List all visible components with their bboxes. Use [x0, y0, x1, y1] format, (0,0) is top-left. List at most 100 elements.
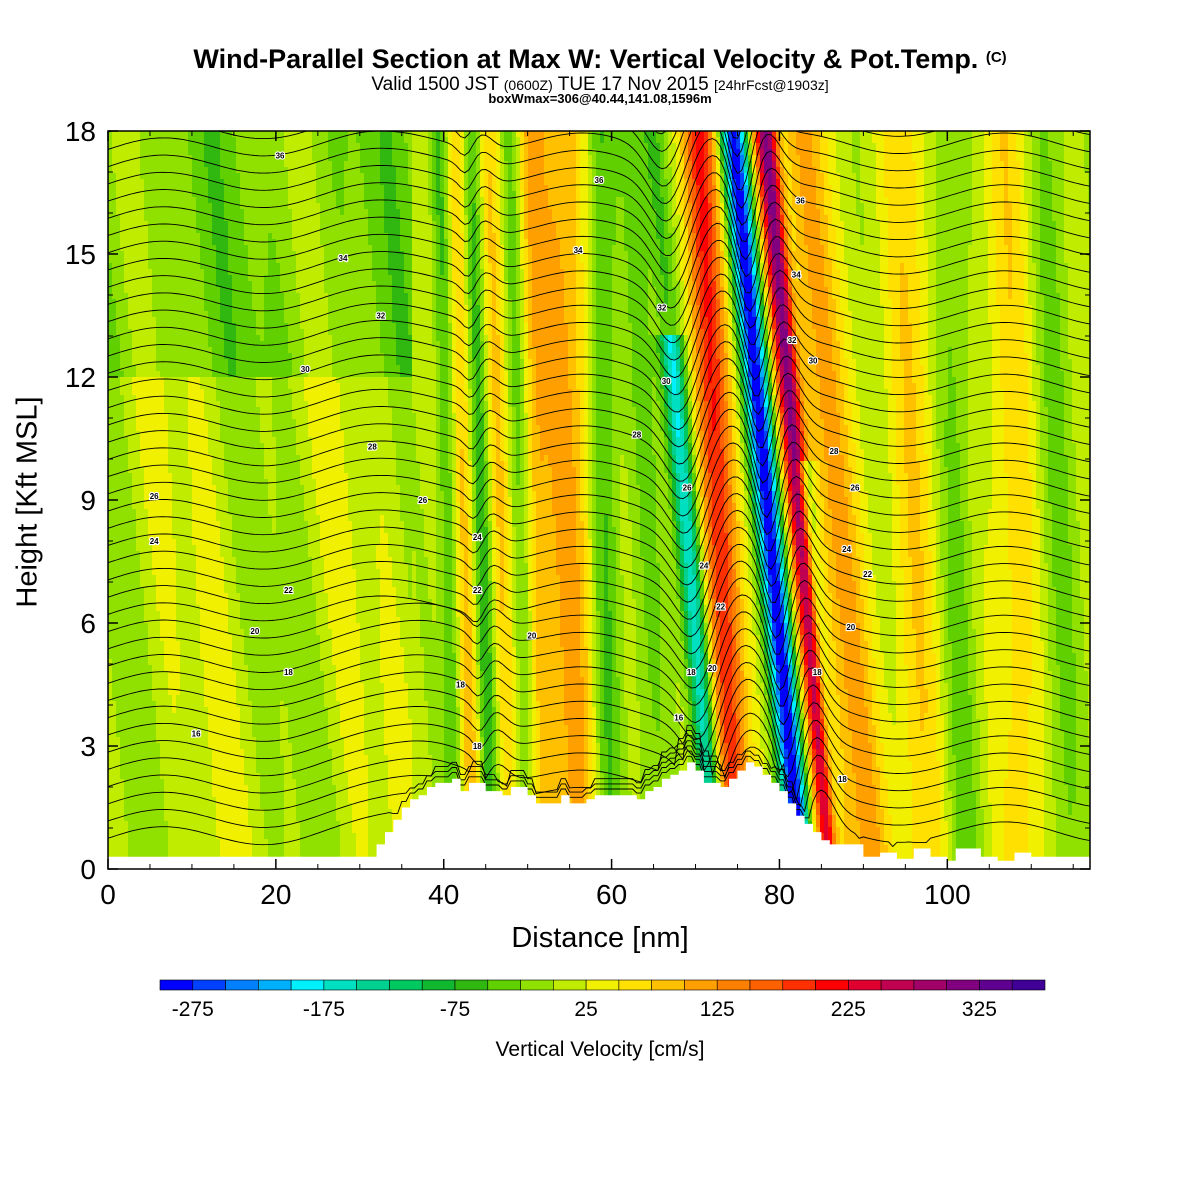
velocity-cell	[116, 131, 121, 138]
velocity-cell	[128, 497, 133, 504]
velocity-cell	[120, 839, 125, 846]
velocity-cell	[128, 635, 133, 642]
velocity-cell	[124, 491, 129, 498]
velocity-cell	[128, 149, 133, 156]
velocity-cell	[136, 203, 141, 210]
velocity-cell	[124, 497, 129, 504]
velocity-cell	[116, 341, 121, 348]
velocity-cell	[140, 401, 145, 408]
velocity-cell	[140, 179, 145, 186]
velocity-cell	[140, 677, 145, 684]
velocity-cell	[112, 389, 117, 396]
velocity-cell	[124, 503, 129, 510]
velocity-cell	[120, 131, 125, 138]
velocity-cell	[128, 131, 133, 138]
velocity-cell	[124, 323, 129, 330]
velocity-cell	[112, 533, 117, 540]
velocity-cell	[144, 359, 149, 366]
velocity-cell	[116, 245, 121, 252]
velocity-cell	[132, 191, 137, 198]
velocity-cell	[112, 167, 117, 174]
velocity-cell	[140, 131, 145, 138]
velocity-cell	[132, 803, 137, 810]
velocity-cell	[136, 611, 141, 618]
velocity-cell	[124, 647, 129, 654]
velocity-cell	[132, 245, 137, 252]
velocity-cell	[140, 641, 145, 648]
velocity-cell	[136, 821, 141, 828]
velocity-cell	[116, 203, 121, 210]
velocity-cell	[140, 335, 145, 342]
velocity-cell	[140, 809, 145, 816]
velocity-cell	[128, 647, 133, 654]
velocity-cell	[140, 497, 145, 504]
velocity-cell	[124, 749, 129, 756]
velocity-cell	[116, 395, 121, 402]
velocity-cell	[112, 407, 117, 414]
velocity-cell	[124, 767, 129, 774]
velocity-cell	[140, 251, 145, 258]
velocity-cell	[140, 623, 145, 630]
velocity-cell	[140, 797, 145, 804]
velocity-cell	[124, 773, 129, 780]
velocity-cell	[132, 509, 137, 516]
velocity-cell	[124, 629, 129, 636]
velocity-cell	[144, 395, 149, 402]
velocity-cell	[128, 827, 133, 834]
velocity-cell	[140, 485, 145, 492]
chart-svg: 16182022242628303234361818222426201618 20…	[0, 0, 1200, 1200]
velocity-cell	[116, 359, 121, 366]
velocity-cell	[136, 461, 141, 468]
velocity-cell	[124, 371, 129, 378]
velocity-cell	[136, 173, 141, 180]
velocity-cell	[136, 311, 141, 318]
velocity-cell	[132, 203, 137, 210]
velocity-cell	[128, 491, 133, 498]
velocity-cell	[128, 425, 133, 432]
velocity-cell	[144, 221, 149, 228]
velocity-cell	[124, 557, 129, 564]
velocity-cell	[116, 803, 121, 810]
velocity-cell	[124, 695, 129, 702]
velocity-cell	[140, 197, 145, 204]
velocity-cell	[120, 389, 125, 396]
velocity-cell	[144, 143, 149, 150]
velocity-cell	[140, 611, 145, 618]
velocity-cell	[132, 557, 137, 564]
velocity-cell	[112, 485, 117, 492]
velocity-cell	[124, 635, 129, 642]
velocity-cell	[144, 131, 149, 138]
velocity-cell	[116, 479, 121, 486]
velocity-cell	[132, 275, 137, 282]
velocity-cell	[128, 509, 133, 516]
velocity-cell	[132, 407, 137, 414]
velocity-cell	[116, 851, 121, 858]
velocity-cell	[132, 617, 137, 624]
velocity-cell	[128, 803, 133, 810]
velocity-cell	[116, 431, 121, 438]
velocity-cell	[120, 515, 125, 522]
velocity-cell	[120, 719, 125, 726]
velocity-cell	[128, 143, 133, 150]
velocity-cell	[116, 551, 121, 558]
velocity-cell	[128, 731, 133, 738]
velocity-cell	[124, 377, 129, 384]
velocity-cell	[120, 611, 125, 618]
velocity-cell	[112, 845, 117, 852]
velocity-cell	[140, 443, 145, 450]
velocity-cell	[132, 659, 137, 666]
velocity-cell	[140, 425, 145, 432]
velocity-cell	[120, 821, 125, 828]
velocity-cell	[124, 167, 129, 174]
velocity-cell	[136, 131, 141, 138]
velocity-cell	[132, 149, 137, 156]
velocity-cell	[132, 437, 137, 444]
velocity-cell	[116, 629, 121, 636]
velocity-cell	[116, 635, 121, 642]
velocity-cell	[124, 389, 129, 396]
velocity-cell	[116, 269, 121, 276]
velocity-cell	[128, 287, 133, 294]
velocity-cell	[120, 599, 125, 606]
velocity-cell	[132, 317, 137, 324]
velocity-cell	[124, 317, 129, 324]
